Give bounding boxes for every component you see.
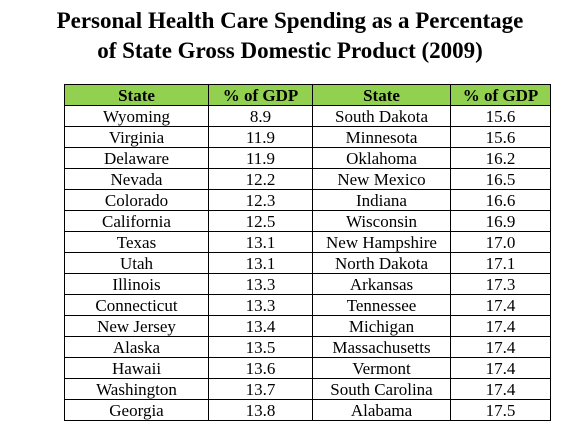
state-cell: North Dakota (312, 252, 451, 274)
gdp-cell: 17.1 (450, 252, 551, 274)
gdp-cell: 13.5 (208, 336, 313, 358)
state-cell: Alaska (64, 336, 209, 358)
gdp-cell: 17.4 (450, 294, 551, 316)
state-cell: New Mexico (312, 168, 451, 190)
state-cell: Georgia (64, 399, 209, 421)
gdp-cell: 13.7 (208, 378, 313, 400)
state-cell: Texas (64, 231, 209, 253)
gdp-cell: 17.4 (450, 357, 551, 379)
chart-title: Personal Health Care Spending as a Perce… (0, 6, 580, 66)
state-cell: Colorado (64, 189, 209, 211)
state-cell: Michigan (312, 315, 451, 337)
gdp-cell: 15.6 (450, 126, 551, 148)
gdp-cell: 13.1 (208, 252, 313, 274)
state-cell: Hawaii (64, 357, 209, 379)
state-cell: Massachusetts (312, 336, 451, 358)
state-cell: Connecticut (64, 294, 209, 316)
page: Personal Health Care Spending as a Perce… (0, 6, 580, 421)
title-line-1: Personal Health Care Spending as a Perce… (56, 8, 524, 33)
gdp-cell: 16.2 (450, 147, 551, 169)
state-cell: Illinois (64, 273, 209, 295)
state-cell: South Dakota (312, 105, 451, 127)
table-row: Utah 13.1 North Dakota 17.1 (64, 252, 551, 274)
table-row: New Jersey 13.4 Michigan 17.4 (64, 315, 551, 337)
table-row: Virginia 11.9 Minnesota 15.6 (64, 126, 551, 148)
gdp-cell: 11.9 (208, 126, 313, 148)
gdp-cell: 13.6 (208, 357, 313, 379)
state-cell: Virginia (64, 126, 209, 148)
gdp-cell: 17.5 (450, 399, 551, 421)
header-row: State % of GDP State % of GDP (64, 84, 551, 106)
table-row: Wyoming 8.9 South Dakota 15.6 (64, 105, 551, 127)
state-cell: California (64, 210, 209, 232)
table-row: Delaware 11.9 Oklahoma 16.2 (64, 147, 551, 169)
gdp-cell: 12.2 (208, 168, 313, 190)
gdp-cell: 17.0 (450, 231, 551, 253)
table-row: Illinois 13.3 Arkansas 17.3 (64, 273, 551, 295)
gdp-cell: 8.9 (208, 105, 313, 127)
gdp-cell: 13.3 (208, 273, 313, 295)
gdp-cell: 17.4 (450, 315, 551, 337)
gdp-cell: 16.6 (450, 189, 551, 211)
state-cell: New Hampshire (312, 231, 451, 253)
gdp-cell: 17.4 (450, 336, 551, 358)
state-cell: Indiana (312, 189, 451, 211)
gdp-cell: 12.5 (208, 210, 313, 232)
gdp-cell: 11.9 (208, 147, 313, 169)
gdp-cell: 17.3 (450, 273, 551, 295)
state-cell: South Carolina (312, 378, 451, 400)
gdp-cell: 16.9 (450, 210, 551, 232)
state-cell: Arkansas (312, 273, 451, 295)
table-body: Wyoming 8.9 South Dakota 15.6 Virginia 11.9 Mi… (64, 105, 551, 421)
table-row: Georgia 13.8 Alabama 17.5 (64, 399, 551, 421)
state-cell: Delaware (64, 147, 209, 169)
gdp-cell: 13.3 (208, 294, 313, 316)
gdp-cell: 13.8 (208, 399, 313, 421)
column-header: State (64, 84, 209, 106)
state-cell: Tennessee (312, 294, 451, 316)
state-cell: Wyoming (64, 105, 209, 127)
column-header: State (312, 84, 451, 106)
state-cell: Alabama (312, 399, 451, 421)
title-line-2: of State Gross Domestic Product (2009) (97, 38, 483, 63)
state-cell: Oklahoma (312, 147, 451, 169)
state-cell: Nevada (64, 168, 209, 190)
table-row: Colorado 12.3 Indiana 16.6 (64, 189, 551, 211)
gdp-cell: 12.3 (208, 189, 313, 211)
table-row: Washington 13.7 South Carolina 17.4 (64, 378, 551, 400)
table-row: Alaska 13.5 Massachusetts 17.4 (64, 336, 551, 358)
gdp-cell: 13.4 (208, 315, 313, 337)
table-row: California 12.5 Wisconsin 16.9 (64, 210, 551, 232)
gdp-cell: 15.6 (450, 105, 551, 127)
table-row: Hawaii 13.6 Vermont 17.4 (64, 357, 551, 379)
gdp-cell: 13.1 (208, 231, 313, 253)
state-cell: Wisconsin (312, 210, 451, 232)
table-row: Connecticut 13.3 Tennessee 17.4 (64, 294, 551, 316)
column-header: % of GDP (450, 84, 551, 106)
state-cell: Vermont (312, 357, 451, 379)
gdp-cell: 16.5 (450, 168, 551, 190)
state-cell: Minnesota (312, 126, 451, 148)
spending-table: State % of GDP State % of GDP Wyoming 8.9… (64, 84, 551, 421)
column-header: % of GDP (208, 84, 313, 106)
gdp-cell: 17.4 (450, 378, 551, 400)
state-cell: Utah (64, 252, 209, 274)
state-cell: New Jersey (64, 315, 209, 337)
state-cell: Washington (64, 378, 209, 400)
table-row: Texas 13.1 New Hampshire 17.0 (64, 231, 551, 253)
table-row: Nevada 12.2 New Mexico 16.5 (64, 168, 551, 190)
